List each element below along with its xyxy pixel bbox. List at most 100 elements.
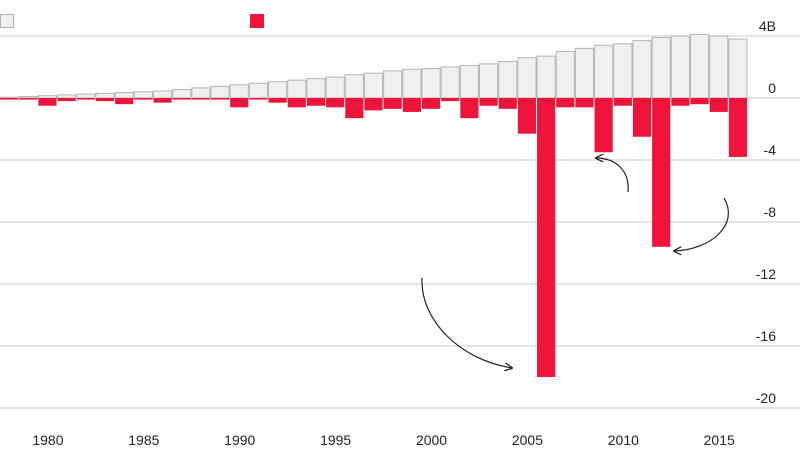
red-bar bbox=[460, 98, 479, 119]
red-bar bbox=[172, 98, 191, 100]
red-bar bbox=[479, 98, 498, 106]
gray-bar bbox=[632, 40, 652, 99]
gray-bar bbox=[689, 33, 710, 99]
gray-bar bbox=[248, 82, 269, 99]
x-tick-label: 1995 bbox=[320, 432, 351, 448]
red-bar bbox=[421, 98, 441, 109]
gray-bar bbox=[18, 95, 38, 99]
gray-bar bbox=[498, 61, 518, 99]
gray-bar bbox=[670, 35, 690, 99]
x-tick-label: 1985 bbox=[128, 432, 159, 448]
gray-bar bbox=[95, 92, 115, 99]
red-bar bbox=[364, 98, 383, 111]
gray-bar bbox=[268, 81, 288, 99]
gray-bar bbox=[709, 35, 729, 99]
red-bar bbox=[287, 98, 306, 108]
red-bar bbox=[306, 98, 326, 106]
red-bar bbox=[38, 98, 57, 106]
annotation-arrow bbox=[421, 277, 512, 368]
x-tick-label: 2005 bbox=[512, 432, 543, 448]
red-bar bbox=[134, 98, 153, 100]
red-bar bbox=[191, 98, 210, 100]
red-bar bbox=[594, 98, 613, 153]
red-bar bbox=[57, 98, 76, 102]
annotation-arrow bbox=[596, 158, 629, 193]
y-tick-label: -20 bbox=[756, 390, 776, 406]
x-tick-label: 2000 bbox=[416, 432, 447, 448]
gray-bar bbox=[728, 38, 748, 99]
gray-bar bbox=[57, 94, 77, 99]
gray-bar bbox=[344, 74, 364, 99]
gray-bar bbox=[37, 95, 58, 99]
x-tick-label: 1980 bbox=[32, 432, 63, 448]
red-bar bbox=[537, 98, 556, 377]
gray-bar bbox=[402, 68, 422, 99]
gray-bar bbox=[555, 51, 575, 99]
red-bar bbox=[402, 98, 421, 112]
gray-bar bbox=[440, 66, 460, 99]
gray-bar bbox=[191, 87, 211, 99]
red-bar bbox=[632, 98, 652, 137]
red-bar bbox=[709, 98, 728, 112]
gray-bar bbox=[172, 88, 192, 99]
gray-bar bbox=[287, 79, 307, 99]
red-bar bbox=[441, 98, 460, 102]
gray-bar bbox=[210, 85, 230, 99]
gray-bar bbox=[594, 44, 614, 99]
x-tick-label: 1990 bbox=[224, 432, 255, 448]
red-bar bbox=[95, 98, 115, 102]
red-bar bbox=[383, 98, 402, 109]
gray-bar bbox=[651, 37, 671, 99]
y-tick-label: 4B bbox=[759, 18, 776, 34]
annotation-arrow bbox=[674, 197, 730, 251]
red-bar bbox=[556, 98, 575, 108]
legend-swatch-gray bbox=[0, 14, 14, 28]
gray-bar bbox=[613, 43, 633, 99]
gray-bar bbox=[133, 91, 153, 99]
gray-bar bbox=[152, 90, 173, 99]
red-bar bbox=[671, 98, 690, 106]
y-tick-label: 0 bbox=[768, 80, 776, 96]
gray-bar bbox=[421, 68, 441, 99]
x-tick-label: 2010 bbox=[608, 432, 639, 448]
y-tick-label: -12 bbox=[756, 266, 776, 282]
x-tick-label: 2015 bbox=[704, 432, 735, 448]
gray-bar bbox=[325, 76, 345, 99]
red-bar bbox=[690, 98, 709, 105]
red-bar bbox=[326, 98, 345, 108]
red-bar bbox=[728, 98, 747, 157]
gray-bar bbox=[363, 72, 384, 99]
red-bar bbox=[210, 98, 230, 100]
y-tick-label: -16 bbox=[756, 328, 776, 344]
legend-swatch-red bbox=[250, 14, 264, 28]
gray-bar bbox=[114, 92, 134, 99]
gray-bar bbox=[306, 78, 326, 99]
gray-bar bbox=[0, 96, 19, 99]
gray-bar bbox=[76, 93, 96, 99]
red-bar bbox=[498, 98, 517, 109]
red-bar bbox=[517, 98, 537, 134]
gray-bar bbox=[459, 64, 479, 99]
red-bar bbox=[268, 98, 287, 103]
gray-bar bbox=[536, 55, 556, 99]
y-tick-label: -4 bbox=[764, 142, 777, 158]
red-bar bbox=[345, 98, 364, 119]
red-bar bbox=[230, 98, 249, 108]
red-bar bbox=[575, 98, 594, 108]
red-bar bbox=[115, 98, 134, 105]
y-tick-label: -8 bbox=[764, 204, 777, 220]
gray-bar bbox=[383, 70, 403, 99]
gray-bar bbox=[574, 47, 595, 99]
red-bar bbox=[76, 98, 95, 100]
gray-bar bbox=[478, 63, 499, 99]
red-bar bbox=[613, 98, 632, 106]
red-bar bbox=[249, 98, 268, 100]
red-bar bbox=[652, 98, 671, 247]
red-bar bbox=[153, 98, 172, 103]
red-bar bbox=[0, 98, 19, 100]
red-bar bbox=[19, 98, 38, 100]
gray-bar bbox=[229, 84, 249, 99]
gray-bar bbox=[517, 57, 537, 99]
